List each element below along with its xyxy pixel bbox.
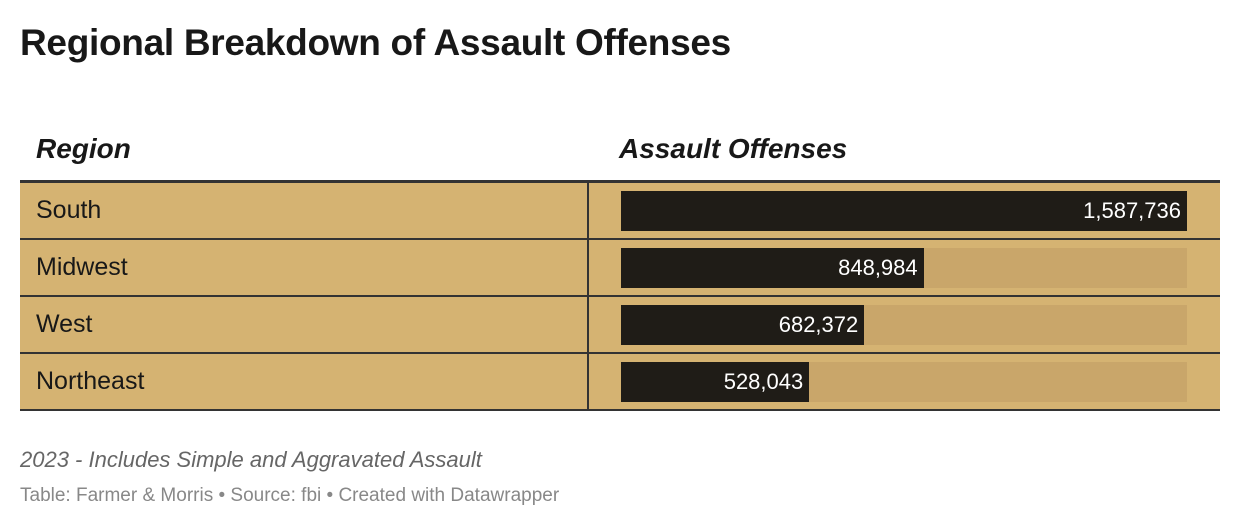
bar: 848,984 <box>621 248 924 288</box>
bar-track: 682,372 <box>621 305 1187 345</box>
region-cell: Northeast <box>20 354 589 409</box>
bar-label: 528,043 <box>723 369 804 394</box>
bar: 1,587,736 <box>621 191 1187 231</box>
table-row: Midwest 848,984 <box>20 240 1220 297</box>
column-header-region[interactable]: Region <box>36 133 131 164</box>
table-row: South 1,587,736 <box>20 183 1220 240</box>
bar-track: 1,587,736 <box>621 191 1187 231</box>
data-table: Region Assault Offenses South 1,587,736 M… <box>20 118 1220 411</box>
bar: 682,372 <box>621 305 865 345</box>
chart-source: Table: Farmer & Morris • Source: fbi • C… <box>20 485 560 506</box>
table-header: Region Assault Offenses <box>20 118 1220 183</box>
chart-notes: 2023 - Includes Simple and Aggravated As… <box>20 447 482 472</box>
table-row: West 682,372 <box>20 297 1220 354</box>
value-cell: 848,984 <box>589 240 1220 295</box>
region-cell: West <box>20 297 589 352</box>
table-row: Northeast 528,043 <box>20 354 1220 411</box>
value-cell: 528,043 <box>589 354 1220 409</box>
region-cell: Midwest <box>20 240 589 295</box>
bar-track: 848,984 <box>621 248 1187 288</box>
bar-label: 848,984 <box>838 255 918 280</box>
column-header-assault-offenses[interactable]: Assault Offenses <box>619 133 848 164</box>
value-cell: 1,587,736 <box>589 183 1220 238</box>
bar-label: 1,587,736 <box>1083 198 1181 223</box>
bar: 528,043 <box>621 362 810 402</box>
value-cell: 682,372 <box>589 297 1220 352</box>
chart-title: Regional Breakdown of Assault Offenses <box>20 22 731 63</box>
bar-label: 682,372 <box>778 312 859 337</box>
bar-track: 528,043 <box>621 362 1187 402</box>
region-cell: South <box>20 183 589 238</box>
